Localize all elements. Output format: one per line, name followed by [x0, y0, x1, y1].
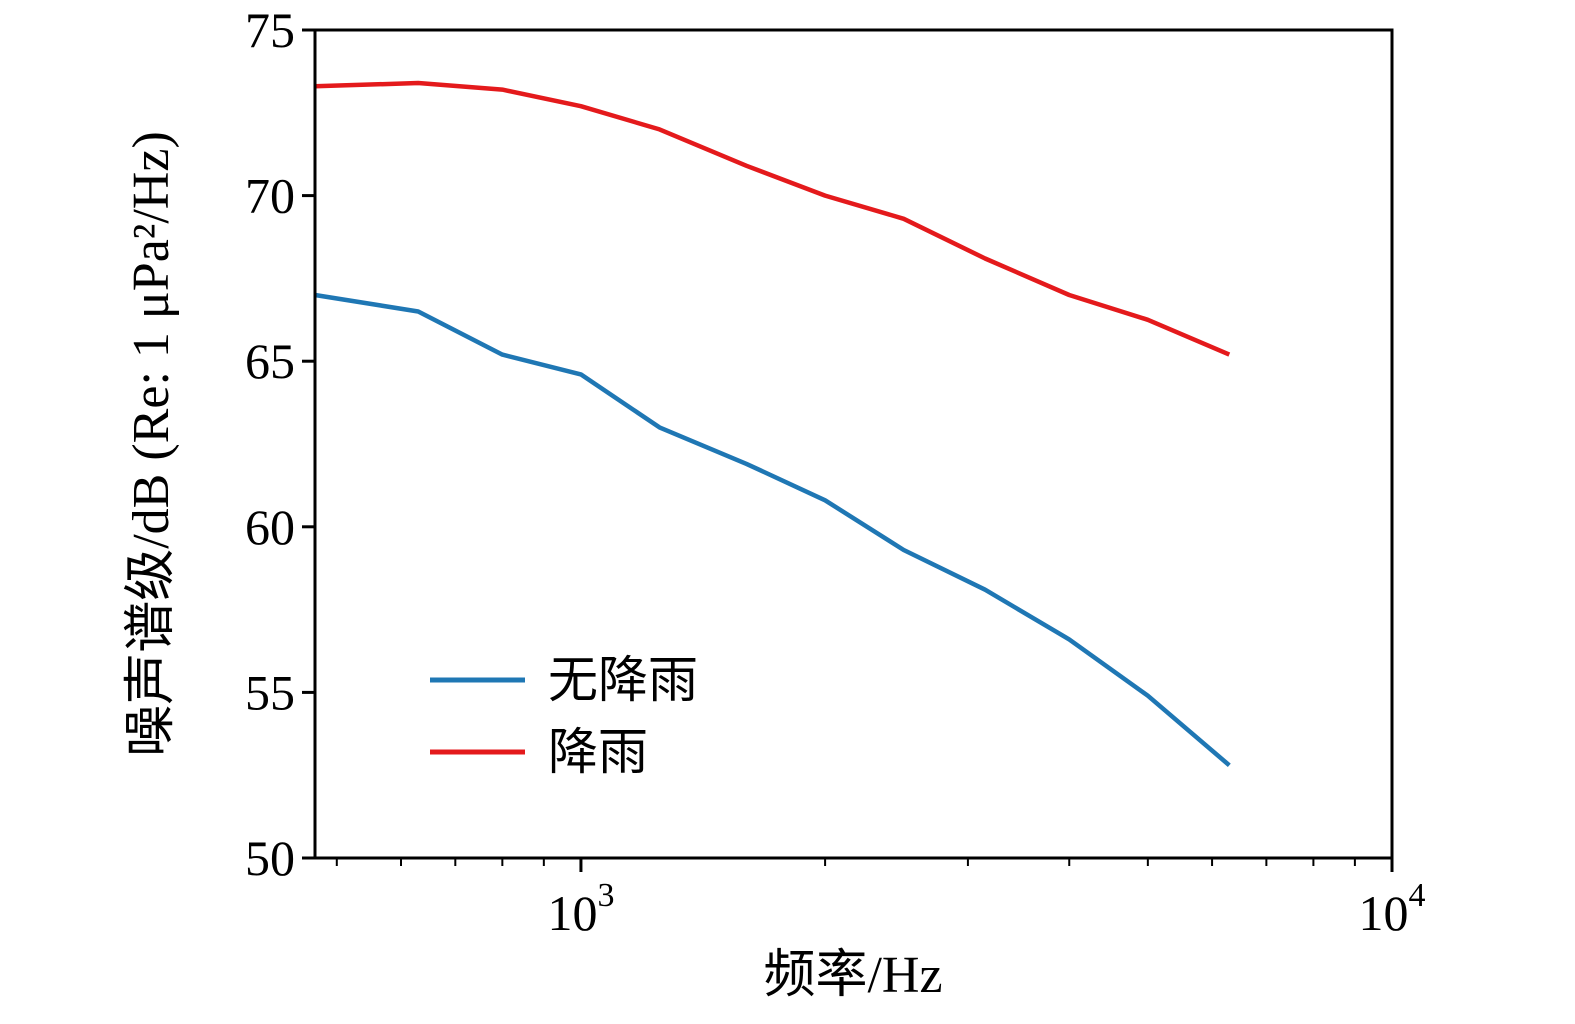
legend-item: 无降雨 [430, 652, 698, 708]
legend-label: 无降雨 [548, 652, 698, 708]
y-tick-label: 65 [245, 333, 295, 389]
x-tick-label: 104 [1359, 877, 1426, 941]
plot-frame [313, 28, 1394, 860]
axis-ticks: 50 55 60 65 70 75 103 104 [245, 2, 1426, 941]
legend-label: 降雨 [548, 724, 648, 780]
x-tick-label: 103 [547, 877, 614, 941]
legend-item: 降雨 [430, 724, 648, 780]
x-axis-title: 频率/Hz [763, 947, 942, 1004]
series-line-1 [314, 80, 1231, 357]
series-line-0 [314, 292, 1231, 768]
y-tick-label: 50 [245, 830, 295, 886]
y-tick-label: 55 [245, 664, 295, 720]
y-tick-label: 70 [245, 168, 295, 224]
y-tick-label: 60 [245, 499, 295, 555]
y-axis-title: 噪声谱级/dB (Re: 1 μPa²/Hz) [123, 131, 180, 757]
y-tick-label: 75 [245, 2, 295, 58]
series-lines [314, 80, 1231, 768]
